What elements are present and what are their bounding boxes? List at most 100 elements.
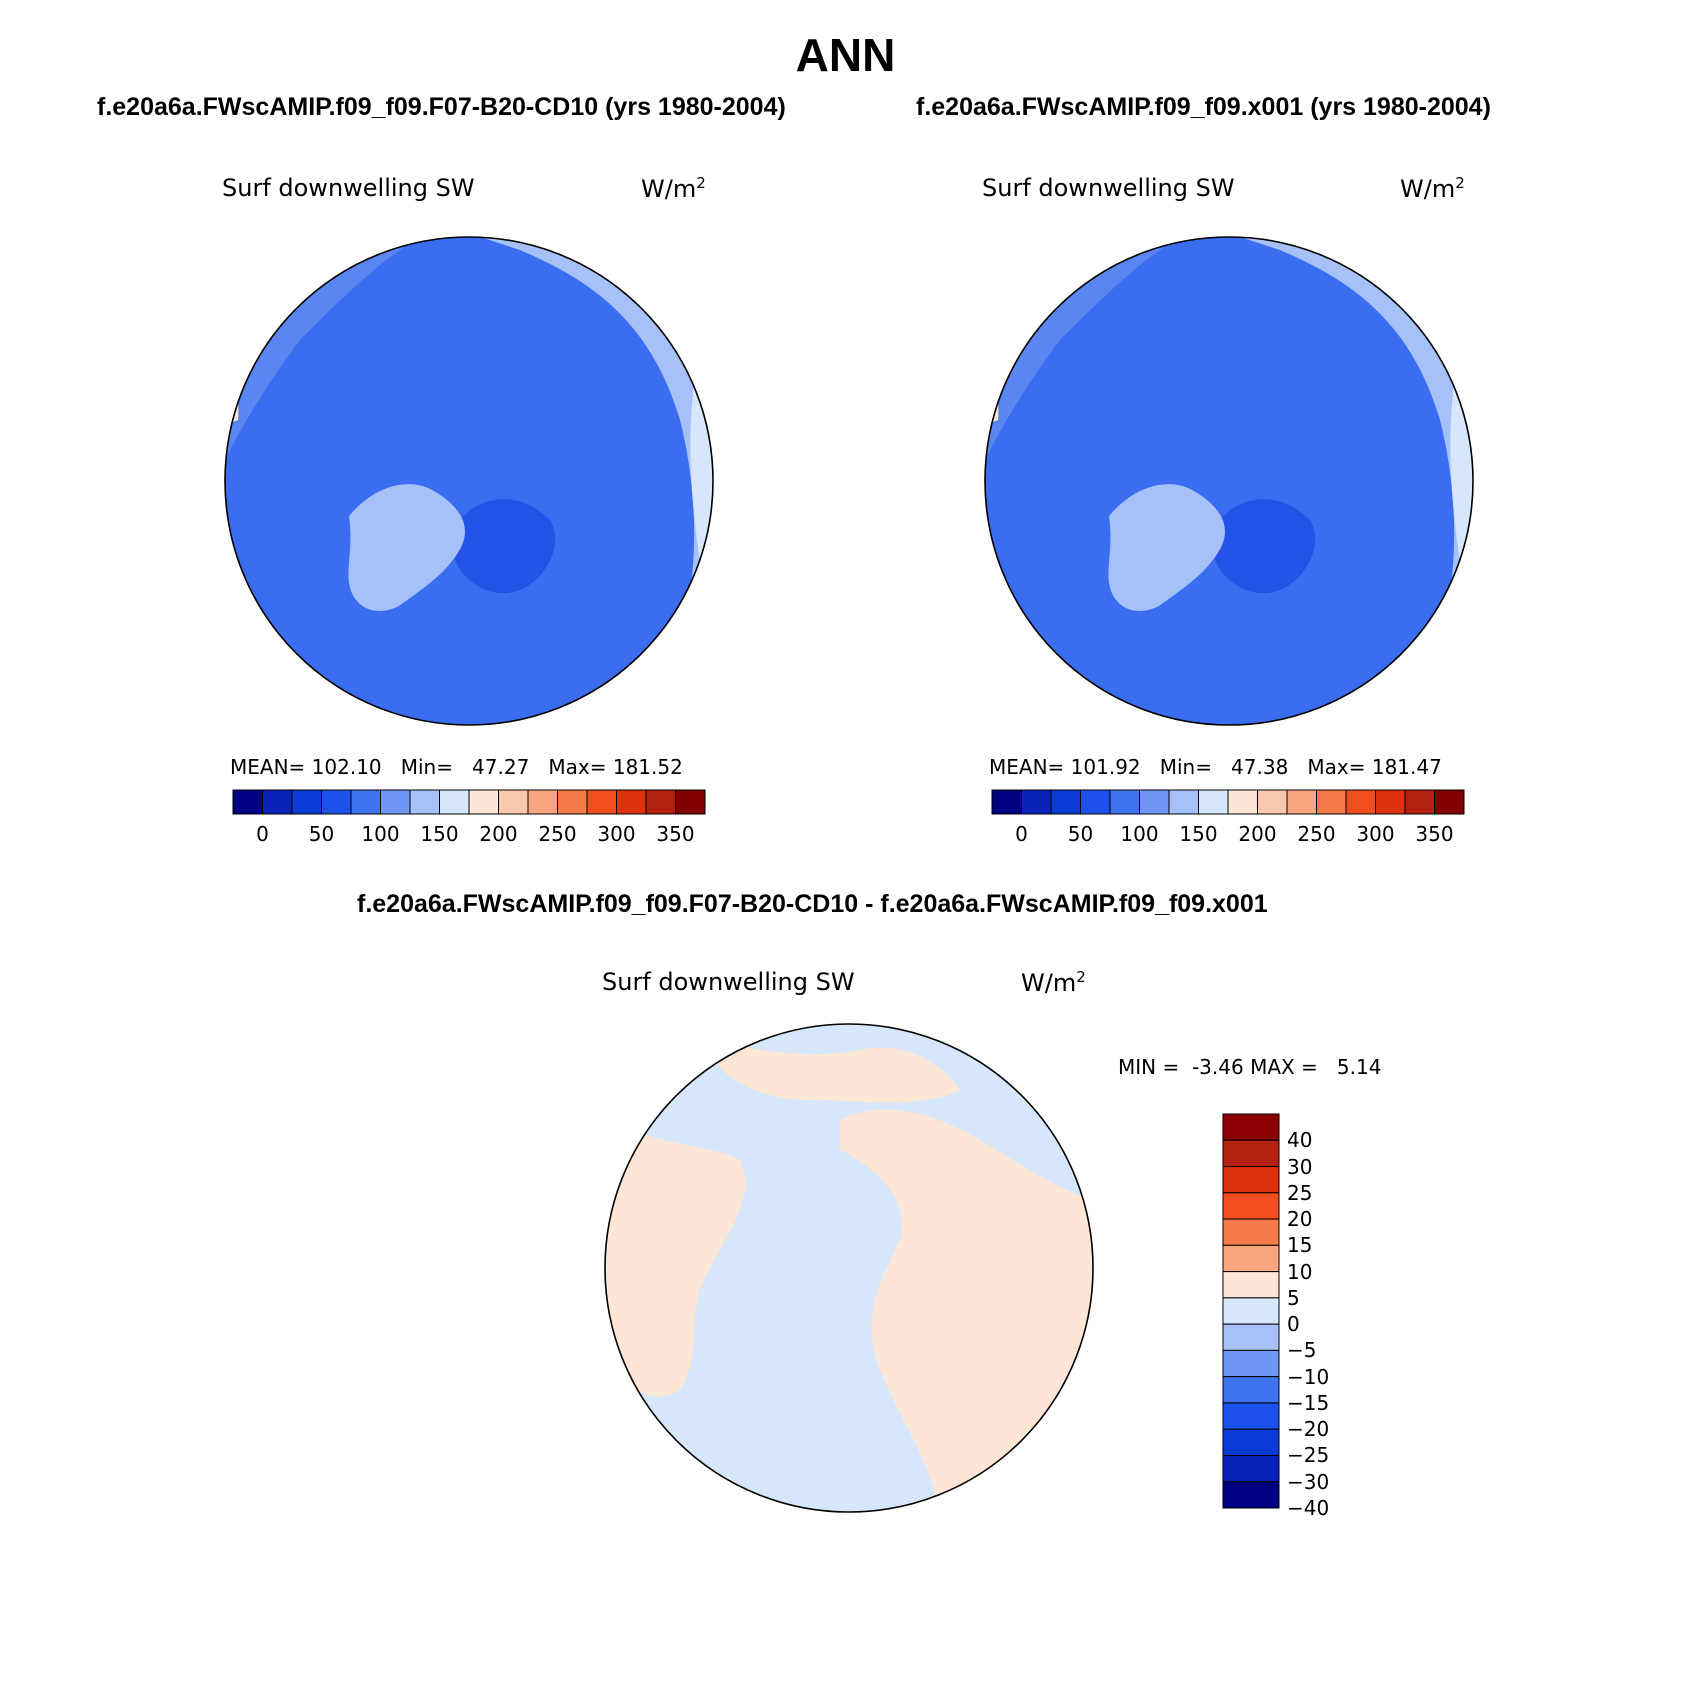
map1-warm-region — [225, 360, 239, 425]
panel1-map — [224, 236, 714, 726]
map2-warm-region — [985, 360, 999, 425]
colorbar-box — [1375, 789, 1406, 815]
colorbar-box — [991, 789, 1022, 815]
colorbar-box — [1222, 1113, 1280, 1141]
map1-greenland-region — [348, 484, 465, 611]
panel2-subtitle: f.e20a6a.FWscAMIP.f09_f09.x001 (yrs 1980… — [916, 93, 1491, 121]
colorbar-box — [1227, 789, 1258, 815]
colorbar-box — [1139, 789, 1170, 815]
colorbar-tick-label: 300 — [1356, 822, 1395, 846]
colorbar-box — [1198, 789, 1229, 815]
colorbar-box — [1222, 1323, 1280, 1351]
colorbar-box — [1434, 789, 1465, 815]
map1-border — [224, 236, 714, 726]
colorbar-tick-label: 50 — [1067, 822, 1094, 846]
colorbar-box — [1222, 1349, 1280, 1378]
colorbar-tick-label: 200 — [479, 822, 518, 846]
colorbar-tick-label: −30 — [1287, 1469, 1330, 1494]
map3-positive-region-north — [700, 1040, 960, 1103]
map1-deep-region — [453, 499, 556, 594]
panel1-units: W/m2 — [641, 174, 706, 203]
colorbar-box — [1222, 1218, 1280, 1246]
figure-title: ANN — [795, 29, 896, 81]
colorbar-tick-label: −25 — [1287, 1443, 1330, 1468]
panel3-units: W/m2 — [1021, 968, 1086, 997]
panel2-variable-label: Surf downwelling SW — [982, 174, 1235, 202]
colorbar-box — [675, 789, 706, 815]
colorbar-box — [1222, 1244, 1280, 1273]
colorbar-tick-label: 5 — [1287, 1285, 1300, 1310]
colorbar-box — [1286, 789, 1317, 815]
colorbar-box — [1021, 789, 1052, 815]
colorbar-box — [439, 789, 470, 815]
colorbar-box — [291, 789, 322, 815]
panel1-stats: MEAN= 102.10 Min= 47.27 Max= 181.52 — [230, 755, 683, 779]
colorbar-box — [1109, 789, 1140, 815]
colorbar-box — [1222, 1139, 1280, 1168]
colorbar-tick-label: 250 — [1297, 822, 1336, 846]
colorbar-tick-label: 20 — [1287, 1207, 1313, 1232]
panel3-variable-label: Surf downwelling SW — [602, 968, 855, 996]
colorbar-box — [1345, 789, 1376, 815]
panel3-map — [604, 1023, 1094, 1513]
map2-greenland-region — [1108, 484, 1225, 611]
colorbar-tick-label: −40 — [1287, 1496, 1330, 1520]
panel2-colorbar — [991, 789, 1465, 815]
map2-border — [984, 236, 1474, 726]
colorbar-box — [409, 789, 440, 815]
colorbar-box — [1222, 1402, 1280, 1430]
colorbar-box — [1222, 1297, 1280, 1325]
colorbar-tick-label: 150 — [420, 822, 459, 846]
colorbar-box — [1050, 789, 1081, 815]
map2-deep-region — [1213, 499, 1316, 594]
colorbar-box — [380, 789, 411, 815]
colorbar-box — [232, 789, 263, 815]
colorbar-tick-label: 150 — [1179, 822, 1218, 846]
colorbar-tick-label: 40 — [1287, 1128, 1313, 1153]
colorbar-tick-label: 200 — [1238, 822, 1277, 846]
panel3-stats: MIN = -3.46 MAX = 5.14 — [1118, 1055, 1382, 1079]
colorbar-tick-label: 25 — [1287, 1180, 1313, 1205]
colorbar-tick-label: 0 — [256, 822, 269, 846]
colorbar-box — [321, 789, 352, 815]
colorbar-box — [1222, 1271, 1280, 1299]
colorbar-box — [616, 789, 647, 815]
colorbar-box — [1222, 1428, 1280, 1456]
colorbar-box — [527, 789, 558, 815]
panel1-subtitle: f.e20a6a.FWscAMIP.f09_f09.F07-B20-CD10 (… — [97, 93, 786, 121]
colorbar-tick-label: 0 — [1015, 822, 1028, 846]
colorbar-tick-label: 300 — [597, 822, 636, 846]
colorbar-tick-label: 350 — [1415, 822, 1454, 846]
map3-border — [604, 1023, 1094, 1513]
colorbar-tick-label: 250 — [538, 822, 577, 846]
colorbar-box — [557, 789, 588, 815]
colorbar-tick-label: 100 — [361, 822, 400, 846]
panel1-variable-label: Surf downwelling SW — [222, 174, 475, 202]
colorbar-tick-label: −10 — [1287, 1364, 1330, 1389]
colorbar-box — [1222, 1481, 1280, 1509]
colorbar-tick-label: 30 — [1287, 1154, 1313, 1179]
colorbar-tick-label: 15 — [1287, 1233, 1313, 1258]
colorbar-tick-label: 100 — [1120, 822, 1159, 846]
map3-positive-region-east — [840, 1109, 1093, 1512]
map3-positive-region — [605, 1110, 746, 1397]
panel2-map — [984, 236, 1474, 726]
colorbar-box — [1222, 1192, 1280, 1220]
colorbar-box — [1080, 789, 1111, 815]
colorbar-box — [1404, 789, 1435, 815]
colorbar-tick-label: 10 — [1287, 1259, 1313, 1284]
colorbar-box — [262, 789, 293, 815]
colorbar-box — [645, 789, 676, 815]
colorbar-box — [468, 789, 499, 815]
colorbar-box — [586, 789, 617, 815]
colorbar-tick-label: 0 — [1287, 1312, 1300, 1337]
colorbar-box — [350, 789, 381, 815]
colorbar-tick-label: −15 — [1287, 1390, 1330, 1415]
panel3-colorbar — [1222, 1113, 1280, 1509]
colorbar-box — [1316, 789, 1347, 815]
colorbar-tick-label: −5 — [1287, 1338, 1317, 1363]
colorbar-box — [1222, 1376, 1280, 1404]
panel2-units: W/m2 — [1400, 174, 1465, 203]
colorbar-box — [1168, 789, 1199, 815]
